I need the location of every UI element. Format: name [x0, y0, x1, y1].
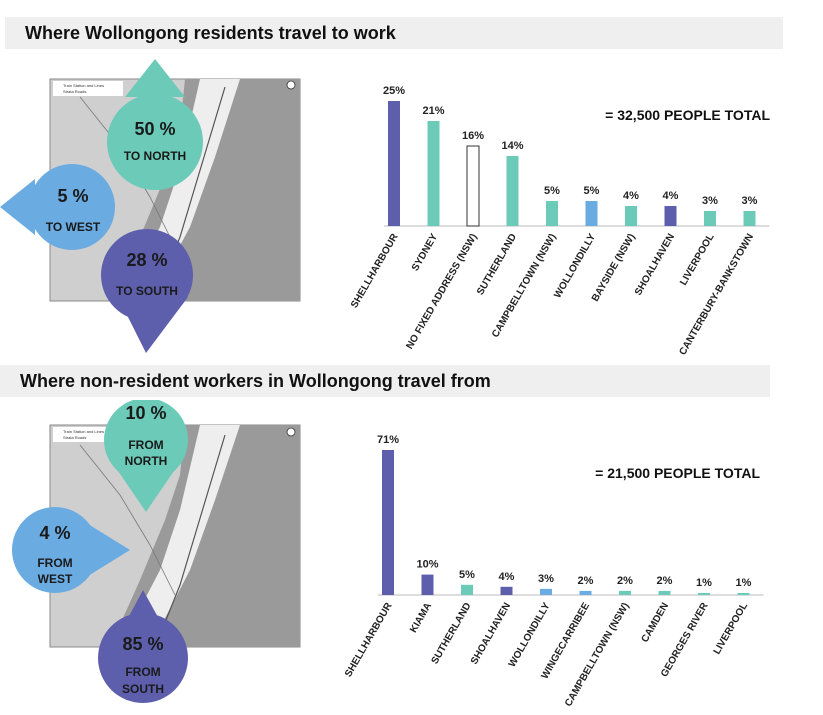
bar-kiama — [421, 574, 434, 595]
bubble-from-west: 4 % FROM WEST — [12, 507, 130, 593]
from-north-label1: FROM — [128, 438, 163, 452]
bar-liverpool — [737, 592, 750, 595]
bar-sutherland — [506, 156, 519, 226]
bubble-to-west: 5 % TO WEST — [0, 164, 115, 250]
north-pct: 50 % — [134, 119, 175, 139]
from-west-pct: 4 % — [39, 523, 70, 543]
bar-canterbury-bankstown — [743, 211, 756, 226]
bar-sutherland — [461, 584, 473, 595]
category-label: KIAMA — [408, 601, 434, 635]
bar-value-label: 5% — [459, 569, 475, 581]
map-legend-train: Train Station and Lines — [63, 83, 104, 88]
bar-value-label: 4% — [499, 571, 515, 583]
category-label: SYDNEY — [410, 232, 440, 273]
section-2-header: Where non-resident workers in Wollongong… — [0, 365, 770, 397]
bar-value-label: 16% — [462, 130, 484, 142]
category-label: SUTHERLAND — [430, 601, 474, 666]
category-label: BAYSIDE (NSW) — [590, 232, 638, 304]
bar-value-label: 4% — [663, 190, 679, 202]
bar-georges-river — [698, 592, 710, 595]
bar-shellharbour — [388, 101, 400, 226]
from-west-label2: WEST — [38, 572, 73, 586]
bubble-from-north: 10 % FROM NORTH — [104, 400, 188, 512]
category-label: SHELLHARBOUR — [343, 600, 395, 679]
bar-value-label: 10% — [416, 559, 438, 571]
bar-wollondilly — [540, 588, 552, 595]
bar-liverpool — [704, 211, 716, 226]
bar-value-label: 4% — [623, 190, 639, 202]
map-non-residents: Train Station and Lines Strata Roads 10 … — [12, 400, 301, 703]
bar-camden — [658, 590, 671, 595]
south-pct: 28 % — [126, 250, 167, 270]
chart-non-residents: = 21,500 PEOPLE TOTAL 71% SHELLHARBOUR 10%… — [343, 434, 764, 709]
category-label: CANTERBURY-BANKSTOWN — [677, 232, 756, 357]
bar-no-fixed-address-nsw — [466, 145, 480, 227]
south-label: TO SOUTH — [116, 284, 178, 298]
north-arrow-icon — [286, 80, 296, 90]
category-label: LIVERPOOL — [712, 601, 750, 657]
bar-value-label: 71% — [377, 434, 399, 446]
map-legend-roads: Strata Roads — [63, 89, 86, 94]
category-label: SHELLHARBOUR — [349, 231, 401, 310]
category-label: LIVERPOOL — [678, 232, 716, 288]
chart-residents: = 32,500 PEOPLE TOTAL 25% SHELLHARBOUR 21%… — [349, 85, 770, 357]
section-2-title: Where non-resident workers in Wollongong… — [20, 371, 491, 391]
bar-wingecarribee — [579, 590, 592, 595]
north-arrow-icon — [286, 427, 296, 437]
bar-shellharbour — [382, 450, 394, 595]
bar-value-label: 1% — [736, 577, 752, 589]
category-label: SUTHERLAND — [475, 232, 519, 297]
from-north-pct: 10 % — [125, 403, 166, 423]
bar-value-label: 2% — [657, 575, 673, 587]
bubble-from-south: 85 % FROM SOUTH — [98, 590, 188, 703]
bar-value-label: 14% — [501, 140, 523, 152]
from-south-label2: SOUTH — [122, 682, 164, 696]
bar-shoalhaven — [664, 206, 677, 226]
map-residents: Train Station and Lines Strata Roads 50 … — [0, 59, 301, 353]
category-label: NO FIXED ADDRESS (NSW) — [404, 232, 479, 351]
bar-value-label: 25% — [383, 85, 405, 97]
section-1-title: Where Wollongong residents travel to wor… — [25, 23, 396, 43]
map2-legend-train: Train Station and Lines — [63, 429, 104, 434]
category-label: WOLLONDILLY — [507, 601, 553, 669]
from-north-label2: NORTH — [125, 454, 168, 468]
category-label: CAMDEN — [640, 601, 671, 645]
section-1-header: Where Wollongong residents travel to wor… — [5, 17, 783, 49]
bubble-to-north: 50 % TO NORTH — [107, 59, 203, 190]
bar-sydney — [427, 121, 440, 226]
map2-legend-roads: Strata Roads — [63, 435, 86, 440]
bar-bayside-nsw — [625, 206, 637, 226]
west-label: TO WEST — [46, 220, 101, 234]
north-label: TO NORTH — [124, 149, 186, 163]
from-west-label1: FROM — [37, 556, 72, 570]
bar-value-label: 21% — [422, 105, 444, 117]
west-pct: 5 % — [57, 186, 88, 206]
bar-value-label: 3% — [702, 195, 718, 207]
category-label: SHOALHAVEN — [633, 232, 677, 297]
bar-value-label: 3% — [538, 573, 554, 585]
bar-value-label: 5% — [544, 185, 560, 197]
bar-value-label: 3% — [742, 195, 758, 207]
from-south-pct: 85 % — [122, 634, 163, 654]
bar-shoalhaven — [500, 586, 513, 595]
chart-2-total: = 21,500 PEOPLE TOTAL — [595, 465, 760, 481]
category-label: SHOALHAVEN — [469, 601, 513, 666]
chart-1-total: = 32,500 PEOPLE TOTAL — [605, 107, 770, 123]
category-label: WOLLONDILLY — [552, 232, 598, 300]
bar-value-label: 5% — [584, 185, 600, 197]
bar-value-label: 2% — [617, 575, 633, 587]
bubble-to-south: 28 % TO SOUTH — [101, 229, 193, 353]
from-south-label1: FROM — [125, 665, 160, 679]
bar-value-label: 1% — [696, 577, 712, 589]
bar-value-label: 2% — [578, 575, 594, 587]
bar-campbelltown-nsw — [546, 201, 558, 226]
bar-wollondilly — [585, 201, 598, 226]
bar-campbelltown-nsw — [619, 590, 631, 595]
